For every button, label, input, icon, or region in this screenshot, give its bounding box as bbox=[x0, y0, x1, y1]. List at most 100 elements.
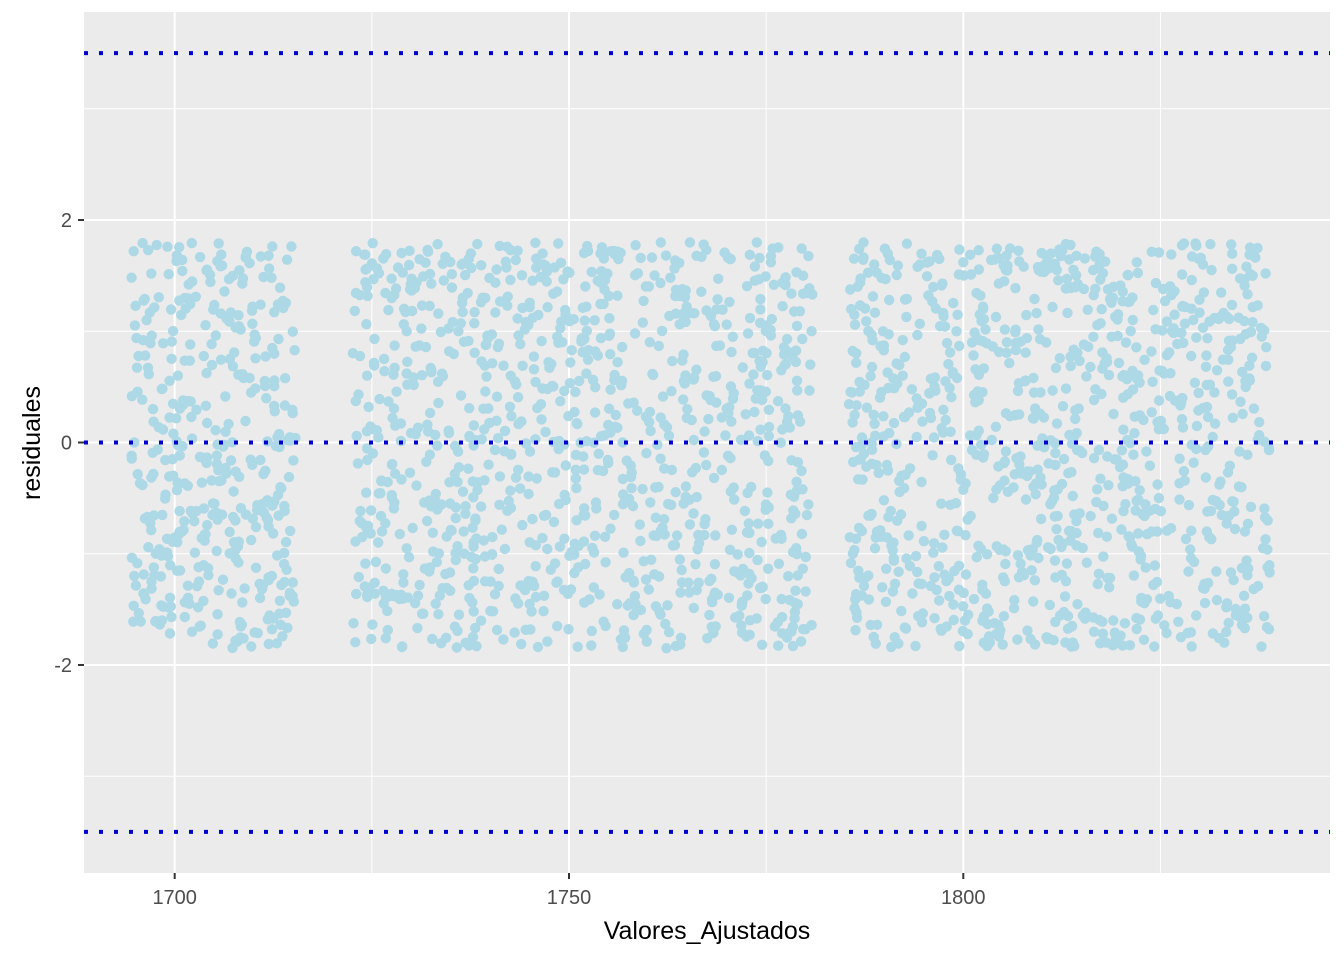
data-point bbox=[645, 497, 656, 508]
data-point bbox=[702, 633, 713, 644]
data-point bbox=[501, 262, 512, 273]
data-point bbox=[223, 273, 235, 285]
data-point bbox=[938, 404, 949, 415]
data-point bbox=[615, 634, 627, 645]
data-point bbox=[849, 602, 860, 614]
data-point bbox=[228, 537, 240, 548]
data-point bbox=[249, 627, 260, 638]
data-point bbox=[617, 437, 628, 448]
data-point bbox=[1175, 397, 1187, 408]
data-point bbox=[1092, 578, 1103, 590]
data-point bbox=[421, 515, 433, 527]
data-point bbox=[1050, 438, 1061, 449]
data-point bbox=[744, 547, 755, 559]
data-point bbox=[708, 472, 720, 484]
data-point bbox=[644, 337, 655, 348]
data-point bbox=[527, 275, 538, 286]
data-point bbox=[217, 574, 229, 585]
data-point bbox=[640, 574, 652, 585]
data-point bbox=[528, 580, 540, 592]
data-point bbox=[467, 476, 478, 487]
data-point bbox=[1240, 381, 1251, 393]
data-point bbox=[625, 597, 636, 609]
data-point bbox=[1186, 350, 1197, 362]
data-point bbox=[1009, 595, 1020, 606]
data-point bbox=[206, 338, 217, 350]
data-point bbox=[504, 401, 516, 412]
data-point bbox=[146, 268, 157, 279]
data-point bbox=[1179, 301, 1191, 313]
data-point bbox=[742, 328, 754, 339]
data-point bbox=[1103, 480, 1114, 491]
data-point bbox=[1234, 446, 1245, 457]
data-point bbox=[1243, 563, 1254, 574]
data-point bbox=[1060, 283, 1072, 294]
data-point bbox=[441, 632, 452, 643]
data-point bbox=[763, 404, 775, 415]
data-point bbox=[1031, 537, 1042, 548]
data-point bbox=[947, 368, 958, 379]
data-point bbox=[266, 570, 278, 582]
data-point bbox=[536, 414, 547, 425]
data-point bbox=[971, 332, 982, 344]
data-point bbox=[581, 368, 592, 379]
data-point bbox=[854, 454, 865, 465]
data-point bbox=[1067, 637, 1078, 648]
data-point bbox=[220, 391, 231, 402]
data-point bbox=[659, 419, 670, 430]
data-point bbox=[1035, 387, 1046, 398]
data-point bbox=[735, 434, 747, 445]
data-point bbox=[954, 244, 965, 255]
data-point bbox=[865, 619, 876, 631]
data-point bbox=[865, 371, 876, 382]
data-point bbox=[658, 514, 670, 525]
data-point bbox=[416, 370, 428, 381]
data-point bbox=[577, 302, 588, 313]
data-point bbox=[1074, 508, 1085, 519]
data-point bbox=[549, 467, 561, 478]
data-point bbox=[427, 527, 438, 538]
data-point bbox=[426, 278, 437, 289]
data-point bbox=[277, 631, 288, 642]
data-point bbox=[725, 381, 737, 392]
data-point bbox=[562, 266, 573, 277]
data-point bbox=[1078, 283, 1090, 295]
data-point bbox=[126, 453, 137, 464]
data-point bbox=[911, 393, 922, 404]
data-point bbox=[1239, 274, 1250, 285]
data-point bbox=[1057, 401, 1069, 412]
data-point bbox=[712, 294, 723, 305]
data-point bbox=[411, 480, 422, 491]
data-point bbox=[912, 402, 923, 413]
data-point bbox=[1123, 478, 1134, 489]
data-point bbox=[921, 271, 933, 282]
data-point bbox=[892, 515, 903, 526]
data-point bbox=[597, 465, 609, 477]
data-point bbox=[670, 487, 681, 498]
data-point bbox=[361, 487, 372, 498]
data-point bbox=[502, 300, 513, 311]
data-point bbox=[994, 480, 1006, 491]
data-point bbox=[1088, 626, 1100, 637]
data-point bbox=[132, 469, 143, 480]
data-point bbox=[227, 361, 239, 372]
data-point bbox=[944, 347, 956, 358]
data-point bbox=[974, 309, 985, 320]
data-point bbox=[729, 494, 740, 505]
data-point bbox=[581, 436, 592, 447]
data-point bbox=[1197, 322, 1209, 333]
data-point bbox=[273, 428, 285, 440]
data-point bbox=[785, 489, 797, 500]
data-point bbox=[406, 273, 417, 284]
data-point bbox=[1263, 444, 1275, 456]
data-point bbox=[643, 584, 654, 595]
data-point bbox=[1152, 526, 1163, 537]
data-point bbox=[463, 463, 474, 474]
data-point bbox=[781, 416, 793, 428]
data-point bbox=[1202, 506, 1213, 517]
data-point bbox=[246, 641, 257, 652]
data-point bbox=[401, 326, 412, 337]
data-point bbox=[369, 333, 380, 345]
data-point bbox=[688, 508, 699, 519]
data-point bbox=[1117, 640, 1128, 651]
